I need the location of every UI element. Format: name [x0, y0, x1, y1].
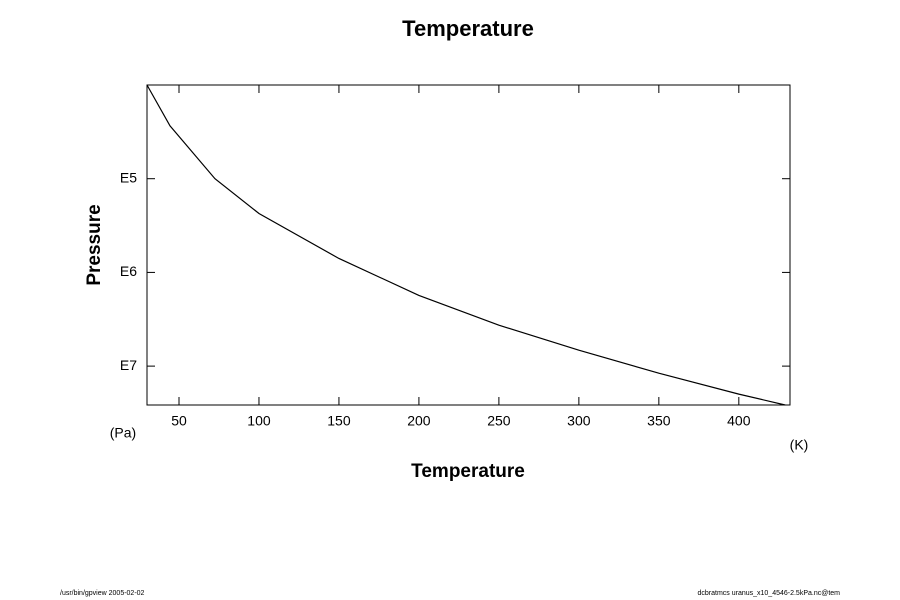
y-axis-title: Pressure — [84, 204, 105, 285]
x-tick-label: 400 — [727, 413, 751, 429]
x-tick-label: 250 — [487, 413, 511, 429]
footer-left: /usr/bin/gpview 2005-02-02 — [60, 590, 145, 597]
x-unit: (K) — [790, 437, 809, 453]
y-unit: (Pa) — [110, 425, 136, 441]
y-tick-label: E5 — [120, 169, 137, 185]
x-axis-title: Temperature — [411, 461, 525, 482]
footer-right: dcbratmcs uranus_x10_4546-2.5kPa.nc@tem — [697, 590, 840, 597]
y-tick-label: E7 — [120, 357, 137, 373]
x-tick-label: 100 — [247, 413, 271, 429]
x-tick-label: 50 — [171, 413, 187, 429]
x-tick-label: 200 — [407, 413, 431, 429]
x-tick-label: 300 — [567, 413, 591, 429]
y-tick-label: E6 — [120, 263, 137, 279]
line-series — [146, 84, 786, 406]
x-tick-label: 350 — [647, 413, 671, 429]
x-tick-label: 150 — [327, 413, 351, 429]
chart-title: Temperature — [402, 16, 534, 41]
plot-frame — [146, 84, 791, 406]
